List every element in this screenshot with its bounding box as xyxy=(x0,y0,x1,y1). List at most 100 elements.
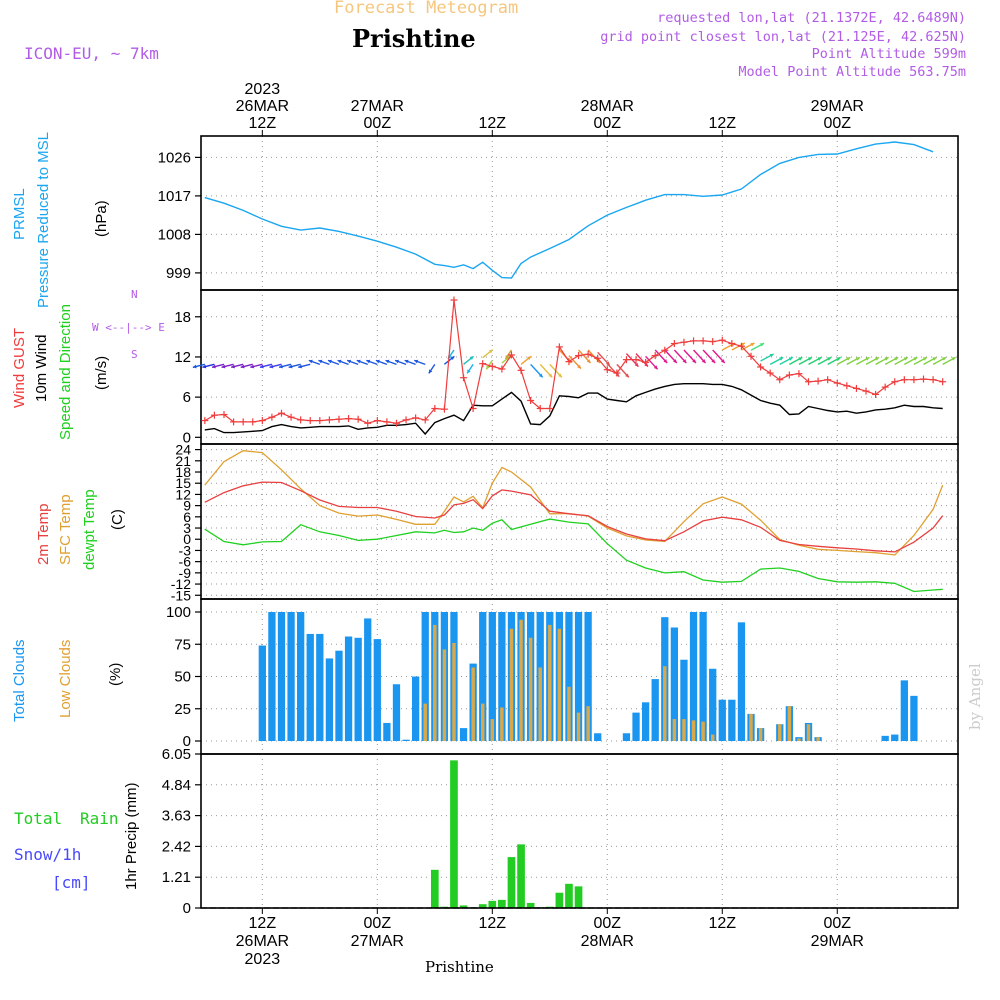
wind-arrow-head xyxy=(865,357,870,361)
wind-arrow-head xyxy=(327,359,332,364)
time-label-bottom: 00Z xyxy=(823,915,851,932)
y-tick-label: 6.05 xyxy=(162,746,191,763)
wind-arrow-head xyxy=(586,359,591,363)
wind-arrow-head xyxy=(711,359,716,363)
grid-point-coords: grid point closest lon,lat (21.125E, 42.… xyxy=(600,29,966,45)
time-label-top: 12Z xyxy=(249,115,277,132)
temp-2m-line xyxy=(204,481,944,553)
hpa-label: (hPa) xyxy=(93,200,110,237)
compass-rose: N W <--|--> E S xyxy=(92,288,165,361)
wind-arrow-head xyxy=(663,359,668,363)
wind-arrow-head xyxy=(846,357,851,361)
wind-arrow-head xyxy=(807,357,812,361)
time-label-bottom: 28MAR xyxy=(581,933,634,950)
wind-arrow-head xyxy=(548,373,553,378)
total-cloud-bar xyxy=(737,622,746,741)
low-cloud-bar xyxy=(586,706,590,741)
precip-bar xyxy=(478,904,487,908)
temp-2m-label: 2m Temp xyxy=(35,504,52,565)
wind-arrow-head xyxy=(750,342,755,347)
wind-arrow-head xyxy=(653,365,658,370)
compass-we: W <--|--> E xyxy=(92,321,165,334)
requested-coords: requested lon,lat (21.1372E, 42.6489N) xyxy=(657,10,966,26)
model-altitude: Model Point Altitude 563.75m xyxy=(738,64,966,80)
wind-arrow-head xyxy=(231,364,236,369)
total-cloud-bar xyxy=(459,728,468,741)
y-tick-label: 18 xyxy=(174,309,191,326)
point-altitude: Point Altitude 599m xyxy=(811,46,966,62)
ms-label: (m/s) xyxy=(93,356,110,390)
total-cloud-bar xyxy=(421,612,429,741)
precip-y-ticks: 0 1.21 2.42 3.63 4.84 6.05 xyxy=(162,746,201,917)
y-tick-label: 1026 xyxy=(158,149,191,166)
y-tick-label: 18 xyxy=(175,464,191,480)
y-tick-label: 100 xyxy=(166,604,191,621)
precip-frame xyxy=(200,753,959,909)
y-tick-label: 0 xyxy=(183,531,191,547)
time-label-top: 2023 xyxy=(245,81,281,98)
total-cloud-bar xyxy=(881,735,889,741)
time-label-bottom: 29MAR xyxy=(811,933,864,950)
total-cloud-bar xyxy=(488,612,496,741)
temperature-grid xyxy=(201,444,958,599)
legend-rain: Rain xyxy=(80,809,119,828)
wind-arrow-head xyxy=(720,359,725,363)
wind-speed-dir-label: Speed and Direction xyxy=(57,304,74,440)
wind-arrow-head xyxy=(202,364,207,369)
wind-arrow-head xyxy=(625,373,629,378)
low-cloud-bar xyxy=(797,738,801,741)
time-label-bottom: 00Z xyxy=(364,915,392,932)
compass-s: S xyxy=(131,348,138,361)
total-cloud-bar xyxy=(709,668,717,741)
y-tick-label: 50 xyxy=(174,669,191,686)
precip-ylabel: 1hr Precip (mm) xyxy=(123,782,140,890)
temperature-ylabel: 2m Temp SFC Temp dewpt Temp (C) xyxy=(35,489,126,570)
wind-direction-arrows xyxy=(192,342,957,378)
precip-bar xyxy=(507,857,516,908)
dewpt-label: dewpt Temp xyxy=(81,489,98,570)
product-title: Forecast Meteogram xyxy=(334,0,519,18)
total-cloud-bar xyxy=(383,722,391,741)
low-cloud-bar xyxy=(471,667,475,741)
low-cloud-bar xyxy=(519,619,523,741)
wind-arrow-head xyxy=(221,364,226,369)
wind-arrow-head xyxy=(488,349,493,354)
y-tick-label: 4.84 xyxy=(162,777,191,794)
low-cloud-bar xyxy=(710,734,715,741)
total-cloud-bar xyxy=(900,680,908,741)
wind-arrow-head xyxy=(538,373,543,378)
time-label-bottom: 00Z xyxy=(593,915,621,932)
sfc-temp-label: SFC Temp xyxy=(57,494,74,565)
wind-arrow-head xyxy=(798,357,803,361)
wind-arrow-head xyxy=(827,357,832,361)
wind-ylabel: Wind GUST 10m Wind Speed and Direction (… xyxy=(11,304,110,440)
total-cloud-bar xyxy=(297,612,305,741)
y-tick-label: -9 xyxy=(179,565,192,581)
y-tick-label: 24 xyxy=(175,442,191,458)
low-cloud-bar xyxy=(423,703,427,741)
time-label-bottom: 12Z xyxy=(708,915,736,932)
total-cloud-bar xyxy=(364,618,372,741)
y-tick-label: 1008 xyxy=(158,226,191,243)
wind-arrow-head xyxy=(505,355,510,359)
total-cloud-bar xyxy=(287,612,295,741)
wind-arrow-head xyxy=(288,364,293,369)
wind-arrow-head xyxy=(414,359,419,364)
low-cloud-bar xyxy=(480,703,485,741)
y-tick-label: 25 xyxy=(174,701,191,718)
wind-arrow-head xyxy=(308,359,313,364)
total-cloud-bar xyxy=(728,699,736,741)
y-tick-label: -3 xyxy=(179,542,192,558)
y-tick-label: -12 xyxy=(171,576,191,592)
wind-arrow-head xyxy=(337,359,342,364)
precip-bars xyxy=(430,760,583,908)
total-cloud-bar xyxy=(392,684,401,741)
wind-grid xyxy=(201,290,958,444)
y-tick-label: 21 xyxy=(175,453,191,469)
precip-bar xyxy=(450,760,458,908)
wind-arrow-head xyxy=(760,343,765,347)
wind-arrow-head xyxy=(211,364,216,369)
precip-bar xyxy=(488,900,497,908)
